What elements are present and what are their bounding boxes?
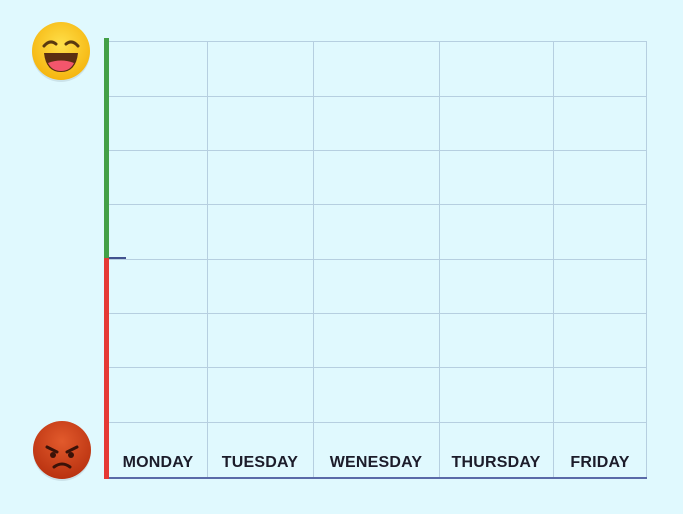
grid-row-line [105,313,647,314]
day-axis-line [105,477,647,479]
day-label-monday: MONDAY [122,454,194,471]
grid-row-line [105,150,647,151]
day-label-friday: FRIDAY [570,454,630,471]
axis-midpoint-tick [109,257,126,259]
grid-row-line [105,367,647,368]
mood-grid [105,41,647,478]
grid-row-line [105,259,647,260]
grid-row-line [105,96,647,97]
grid-column-line [553,41,554,477]
day-label-thursday: THURSDAY [451,454,541,471]
angry-face-icon [33,421,91,481]
grid-column-line [646,41,647,477]
grid-row-line [105,41,647,42]
day-label-wenesday: WENESDAY [329,454,423,471]
grid-column-line [207,41,208,477]
grid-column-line [439,41,440,477]
day-label-tuesday: TUESDAY [221,454,299,471]
happy-axis-segment [104,38,109,258]
grid-column-line [313,41,314,477]
grid-row-line [105,422,647,423]
grid-row-line [105,204,647,205]
laughing-face-icon [32,22,90,82]
angry-axis-segment [104,258,109,479]
